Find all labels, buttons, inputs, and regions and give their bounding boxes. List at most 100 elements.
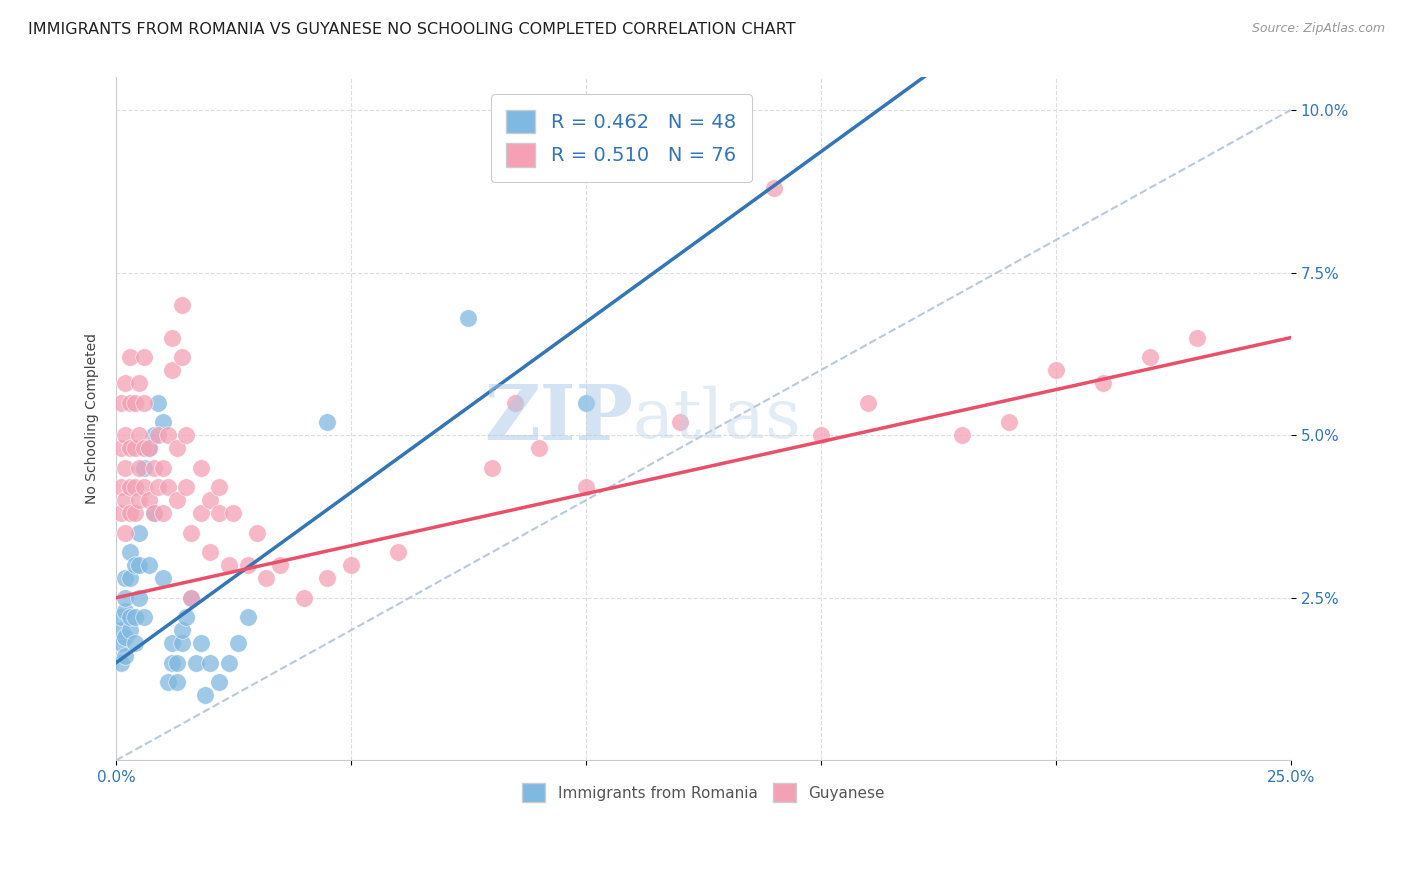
Point bbox=[246, 525, 269, 540]
Point bbox=[236, 610, 259, 624]
Point bbox=[134, 610, 156, 624]
Point bbox=[124, 506, 146, 520]
Point bbox=[128, 493, 150, 508]
Point bbox=[184, 656, 207, 670]
Point bbox=[527, 441, 550, 455]
Point bbox=[1185, 330, 1208, 344]
Point bbox=[124, 558, 146, 573]
Point bbox=[156, 675, 179, 690]
Point bbox=[120, 571, 142, 585]
Point bbox=[236, 558, 259, 573]
Point bbox=[810, 428, 832, 442]
Point bbox=[457, 311, 479, 326]
Point bbox=[162, 636, 184, 650]
Point bbox=[128, 428, 150, 442]
Point bbox=[128, 591, 150, 605]
Point bbox=[120, 480, 142, 494]
Point bbox=[170, 350, 193, 364]
Point bbox=[152, 506, 174, 520]
Point bbox=[128, 376, 150, 391]
Point bbox=[134, 460, 156, 475]
Point bbox=[120, 624, 142, 638]
Point bbox=[110, 636, 132, 650]
Point bbox=[114, 571, 136, 585]
Point bbox=[575, 480, 598, 494]
Point bbox=[166, 441, 188, 455]
Point bbox=[166, 493, 188, 508]
Point bbox=[114, 649, 136, 664]
Point bbox=[120, 610, 142, 624]
Point bbox=[138, 493, 160, 508]
Point bbox=[124, 395, 146, 409]
Point bbox=[128, 558, 150, 573]
Point bbox=[1045, 363, 1067, 377]
Point bbox=[128, 525, 150, 540]
Point bbox=[997, 415, 1019, 429]
Point bbox=[166, 656, 188, 670]
Point bbox=[156, 428, 179, 442]
Point bbox=[194, 689, 217, 703]
Point bbox=[124, 441, 146, 455]
Point bbox=[176, 610, 198, 624]
Point bbox=[218, 656, 240, 670]
Point bbox=[316, 415, 339, 429]
Point bbox=[110, 480, 132, 494]
Point bbox=[114, 604, 136, 618]
Point bbox=[138, 441, 160, 455]
Point bbox=[669, 415, 692, 429]
Point bbox=[134, 350, 156, 364]
Point bbox=[110, 506, 132, 520]
Point bbox=[138, 558, 160, 573]
Point bbox=[114, 591, 136, 605]
Point bbox=[190, 636, 212, 650]
Point bbox=[176, 428, 198, 442]
Point bbox=[124, 636, 146, 650]
Point bbox=[162, 330, 184, 344]
Point bbox=[292, 591, 315, 605]
Point bbox=[110, 656, 132, 670]
Point bbox=[198, 493, 221, 508]
Point bbox=[124, 480, 146, 494]
Point bbox=[110, 610, 132, 624]
Point bbox=[162, 363, 184, 377]
Point bbox=[856, 395, 879, 409]
Point bbox=[120, 395, 142, 409]
Point bbox=[148, 428, 170, 442]
Point bbox=[1139, 350, 1161, 364]
Point bbox=[114, 428, 136, 442]
Point bbox=[148, 395, 170, 409]
Point bbox=[222, 506, 245, 520]
Point bbox=[152, 415, 174, 429]
Point bbox=[110, 441, 132, 455]
Point bbox=[170, 298, 193, 312]
Point bbox=[110, 624, 132, 638]
Point bbox=[128, 460, 150, 475]
Point bbox=[180, 591, 202, 605]
Point bbox=[142, 506, 165, 520]
Point bbox=[110, 395, 132, 409]
Point bbox=[120, 441, 142, 455]
Point bbox=[170, 636, 193, 650]
Point bbox=[170, 624, 193, 638]
Point bbox=[269, 558, 291, 573]
Point bbox=[114, 630, 136, 644]
Point bbox=[124, 610, 146, 624]
Point bbox=[162, 656, 184, 670]
Point bbox=[208, 675, 231, 690]
Point bbox=[180, 525, 202, 540]
Point bbox=[166, 675, 188, 690]
Legend: Immigrants from Romania, Guyanese: Immigrants from Romania, Guyanese bbox=[510, 771, 897, 814]
Point bbox=[208, 506, 231, 520]
Point bbox=[134, 441, 156, 455]
Point bbox=[190, 460, 212, 475]
Text: atlas: atlas bbox=[633, 385, 801, 452]
Point bbox=[156, 480, 179, 494]
Point bbox=[142, 506, 165, 520]
Point bbox=[152, 571, 174, 585]
Point bbox=[226, 636, 249, 650]
Point bbox=[134, 395, 156, 409]
Point bbox=[198, 545, 221, 559]
Point bbox=[340, 558, 363, 573]
Point bbox=[218, 558, 240, 573]
Point bbox=[180, 591, 202, 605]
